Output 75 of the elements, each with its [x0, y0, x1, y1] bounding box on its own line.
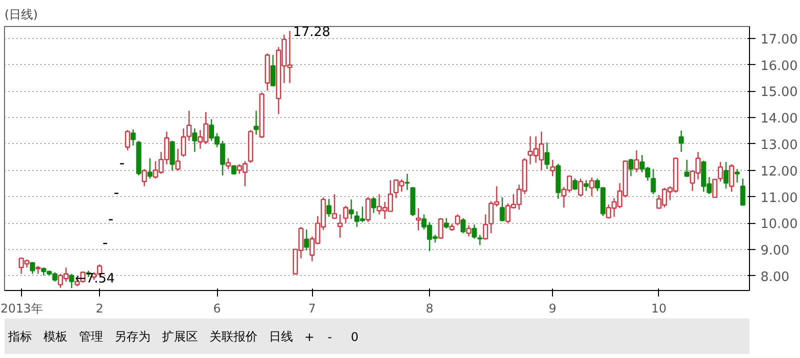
candlestick	[729, 164, 734, 192]
x-tick-label: 2	[96, 302, 104, 316]
candlestick	[589, 176, 594, 197]
candlestick	[438, 218, 444, 240]
candlestick	[343, 205, 348, 224]
candlestick	[634, 150, 640, 173]
candlestick	[69, 273, 74, 289]
chart-title: (日线)	[4, 8, 38, 22]
candlestick	[270, 54, 276, 87]
candlestick	[326, 198, 332, 218]
x-tick-label: 10	[651, 302, 667, 316]
candlestick	[572, 178, 578, 191]
candlestick	[371, 196, 376, 214]
candlestick	[365, 196, 371, 223]
candlestick	[460, 218, 466, 234]
y-tick-label: 16.00	[760, 58, 798, 74]
candlestick	[466, 224, 472, 237]
candlestick	[678, 130, 684, 152]
candlestick	[550, 159, 556, 177]
candlestick	[226, 158, 231, 170]
x-tick-label: 9	[548, 302, 556, 316]
text: 管理	[79, 330, 103, 344]
candlestick	[124, 129, 130, 151]
candlestick	[304, 228, 310, 251]
candlestick	[130, 128, 136, 146]
candlestick	[734, 168, 740, 184]
candlestick	[332, 194, 338, 220]
y-tick-label: 9.00	[760, 244, 790, 259]
x-tick-label: 6	[213, 302, 221, 316]
candlestick	[500, 196, 505, 222]
candlestick	[684, 159, 690, 178]
y-tick-label: 13.00	[760, 138, 798, 153]
candlestick	[584, 180, 589, 192]
candlestick	[454, 214, 460, 226]
text: 模板	[44, 330, 68, 344]
text: 扩展区	[162, 330, 198, 344]
candlestick	[254, 110, 259, 136]
candlestick	[170, 140, 175, 172]
y-tick-label: 14.00	[760, 112, 798, 127]
candlestick	[723, 161, 729, 190]
candlestick	[348, 198, 354, 220]
text: -	[328, 330, 332, 344]
candlestick	[404, 173, 410, 191]
candlestick	[712, 178, 718, 198]
candlestick	[142, 168, 147, 187]
candlestick	[338, 214, 343, 238]
candlestick	[472, 224, 477, 240]
candlestick	[416, 208, 421, 231]
candlestick	[477, 234, 482, 246]
y-tick-label: 10.00	[760, 217, 798, 232]
candlestick	[147, 158, 152, 180]
x-tick-label: 7	[308, 302, 316, 316]
candlestick	[444, 218, 449, 230]
x-tick-label: 2013年	[0, 302, 44, 316]
text: 日线	[268, 330, 293, 344]
text: 0	[350, 330, 359, 344]
x-tick-label: 8	[426, 302, 434, 316]
y-tick-label: 15.00	[760, 85, 798, 100]
text: 关联报价	[209, 330, 258, 344]
candlestick	[740, 178, 746, 206]
y-tick-label: 11.00	[760, 190, 798, 206]
text: +	[304, 330, 314, 344]
candlestick	[718, 161, 723, 182]
y-tick-label: 8.00	[760, 270, 790, 285]
candlestick	[192, 128, 198, 152]
candlestick	[650, 168, 656, 195]
text: 另存为	[114, 330, 150, 344]
candlestick	[628, 158, 634, 177]
text: 指标	[7, 330, 32, 344]
candlestick	[544, 142, 550, 170]
candlestick	[175, 148, 180, 172]
y-tick-label: 17.00	[760, 32, 798, 48]
y-tick-label: 12.00	[760, 164, 798, 180]
candlestick	[578, 178, 584, 197]
annotation: 17.28	[293, 24, 330, 40]
